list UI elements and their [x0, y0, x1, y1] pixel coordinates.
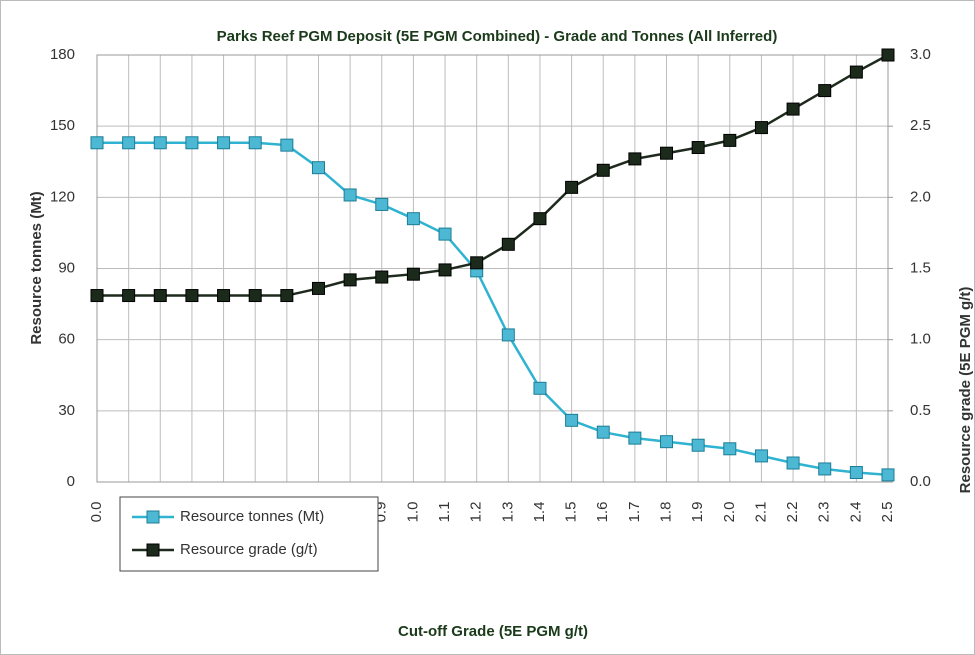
data-point	[153, 289, 167, 303]
data-point	[406, 212, 420, 226]
data-point	[122, 136, 136, 150]
x-tick-label: 0.0	[88, 502, 105, 523]
y-axis-label: Resource tonnes (Mt)	[28, 191, 45, 344]
data-point	[470, 256, 484, 270]
data-point	[660, 435, 674, 449]
x-tick-label: 1.0	[404, 502, 421, 523]
x-tick-label: 2.3	[816, 502, 833, 523]
y2-tick-label: 0.5	[910, 402, 931, 419]
data-point	[311, 281, 325, 295]
data-point	[343, 188, 357, 202]
y-tick-label: 150	[50, 117, 75, 134]
y-tick-label: 60	[58, 331, 75, 348]
x-tick-label: 1.9	[689, 502, 706, 523]
y-tick-label: 120	[50, 188, 75, 205]
data-point	[122, 289, 136, 303]
x-tick-label: 1.7	[626, 502, 643, 523]
data-point	[849, 65, 863, 79]
data-point	[375, 197, 389, 211]
x-tick-label: 2.5	[879, 502, 896, 523]
data-point	[343, 273, 357, 287]
legend-box	[119, 496, 379, 572]
data-point	[818, 84, 832, 98]
data-point	[217, 136, 231, 150]
data-point	[280, 289, 294, 303]
data-point	[786, 102, 800, 116]
data-point	[311, 161, 325, 175]
y2-tick-label: 2.0	[910, 188, 931, 205]
data-point	[818, 462, 832, 476]
y-tick-label: 180	[50, 46, 75, 63]
data-point	[248, 136, 262, 150]
x-tick-label: 2.4	[847, 502, 864, 523]
data-point	[723, 133, 737, 147]
x-tick-label: 2.1	[752, 502, 769, 523]
data-point	[501, 328, 515, 342]
y2-tick-label: 3.0	[910, 46, 931, 63]
y2-tick-label: 1.0	[910, 331, 931, 348]
legend-marker	[146, 510, 160, 524]
y2-tick-label: 2.5	[910, 117, 931, 134]
x-tick-label: 1.3	[499, 502, 516, 523]
legend-marker	[146, 543, 160, 557]
data-point	[881, 468, 895, 482]
data-point	[596, 425, 610, 439]
data-point	[628, 431, 642, 445]
data-point	[754, 121, 768, 135]
data-point	[596, 163, 610, 177]
y2-tick-label: 0.0	[910, 473, 931, 490]
data-point	[280, 138, 294, 152]
legend-label: Resource grade (g/t)	[180, 541, 318, 558]
x-tick-label: 1.1	[436, 502, 453, 523]
y-tick-label: 30	[58, 402, 75, 419]
data-point	[691, 438, 705, 452]
data-point	[533, 212, 547, 226]
data-point	[248, 289, 262, 303]
data-point	[438, 263, 452, 277]
x-tick-label: 2.0	[721, 502, 738, 523]
data-point	[90, 289, 104, 303]
data-point	[375, 270, 389, 284]
legend-label: Resource tonnes (Mt)	[180, 508, 324, 525]
data-point	[533, 381, 547, 395]
data-point	[628, 152, 642, 166]
data-point	[754, 449, 768, 463]
y2-tick-label: 1.5	[910, 259, 931, 276]
data-point	[438, 227, 452, 241]
data-point	[565, 413, 579, 427]
plot-frame	[96, 54, 889, 483]
x-tick-label: 1.6	[594, 502, 611, 523]
y-tick-label: 90	[58, 259, 75, 276]
data-point	[185, 136, 199, 150]
y2-axis-label: Resource grade (5E PGM g/t)	[957, 287, 974, 494]
data-point	[691, 141, 705, 155]
chart-title: Parks Reef PGM Deposit (5E PGM Combined)…	[217, 28, 778, 45]
data-point	[849, 466, 863, 480]
x-axis-label: Cut-off Grade (5E PGM g/t)	[398, 623, 588, 640]
x-tick-label: 1.4	[531, 502, 548, 523]
data-point	[723, 442, 737, 456]
data-point	[185, 289, 199, 303]
data-point	[786, 456, 800, 470]
data-point	[501, 237, 515, 251]
x-tick-label: 1.2	[468, 502, 485, 523]
data-point	[406, 267, 420, 281]
data-point	[660, 146, 674, 160]
x-tick-label: 1.8	[657, 502, 674, 523]
x-tick-label: 1.5	[563, 502, 580, 523]
data-point	[881, 48, 895, 62]
x-tick-label: 2.2	[784, 502, 801, 523]
data-point	[90, 136, 104, 150]
data-point	[153, 136, 167, 150]
y-tick-label: 0	[67, 473, 75, 490]
data-point	[565, 180, 579, 194]
data-point	[217, 289, 231, 303]
